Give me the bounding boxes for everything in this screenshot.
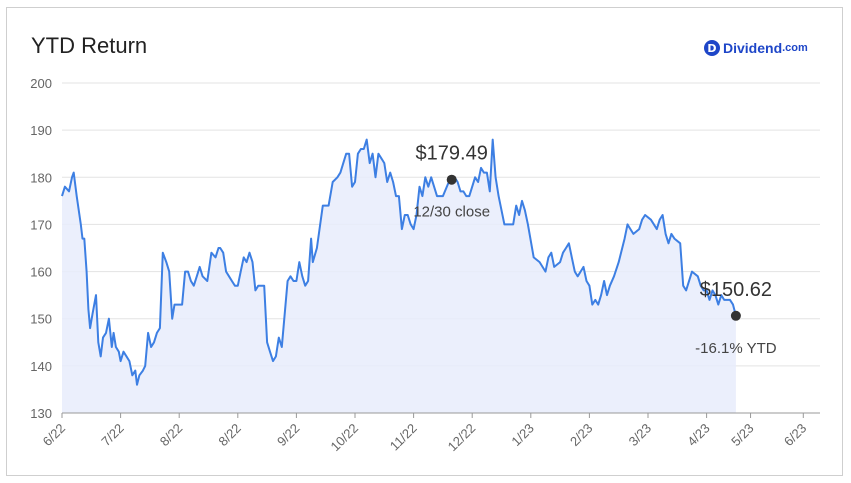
y-tick-label-180: 180 (30, 170, 52, 185)
annotation-label-0: 12/30 close (413, 204, 490, 221)
x-tick-label-8: 1/23 (508, 421, 537, 450)
annotations: $179.49 12/30 close $150.62 -16.1% YTD (413, 143, 776, 357)
x-tick-label-0: 6/22 (40, 421, 69, 450)
brand-name: Dividend (723, 40, 783, 56)
annotation-marker-1 (730, 310, 741, 321)
y-tick-label-140: 140 (30, 359, 52, 374)
x-tick-label-4: 9/22 (274, 421, 303, 450)
y-tick-label-150: 150 (30, 312, 52, 327)
return-area-fill (62, 139, 736, 413)
x-tick-label-11: 4/23 (684, 421, 713, 450)
y-tick-label-160: 160 (30, 265, 52, 280)
x-tick-label-5: 10/22 (328, 421, 362, 455)
annotation-value-1: $150.62 (700, 279, 772, 301)
x-axis: 6/22 7/22 8/22 8/22 9/22 10/22 11/22 12/22 1/23 2… (40, 412, 820, 455)
annotation-label-1: -16.1% YTD (695, 340, 777, 357)
x-tick-label-13: 6/23 (781, 421, 810, 450)
x-tick-label-10: 3/23 (626, 421, 655, 450)
y-tick-label-200: 200 (30, 76, 52, 91)
brand-badge-icon: D (704, 40, 720, 56)
y-tick-label-170: 170 (30, 217, 52, 232)
brand-logo[interactable]: D Dividend .com (704, 38, 808, 58)
return-line (61, 138, 737, 386)
x-tick-label-1: 7/22 (98, 421, 127, 450)
y-tick-label-130: 130 (30, 406, 52, 421)
chart-title: YTD Return (31, 33, 148, 58)
brand-suffix: .com (782, 42, 808, 54)
x-tick-label-6: 11/22 (387, 421, 420, 454)
x-tick-label-2: 8/22 (157, 421, 186, 450)
x-tick-label-12: 5/23 (728, 421, 757, 450)
x-tick-label-7: 12/22 (445, 421, 479, 455)
x-tick-label-3: 8/22 (215, 421, 244, 450)
annotation-marker-0 (446, 174, 457, 185)
x-tick-label-9: 2/23 (567, 421, 596, 450)
annotation-value-0: $179.49 (416, 143, 488, 165)
y-axis: 130 140 150 160 170 180 190 200 (30, 76, 52, 421)
y-tick-label-190: 190 (30, 123, 52, 138)
